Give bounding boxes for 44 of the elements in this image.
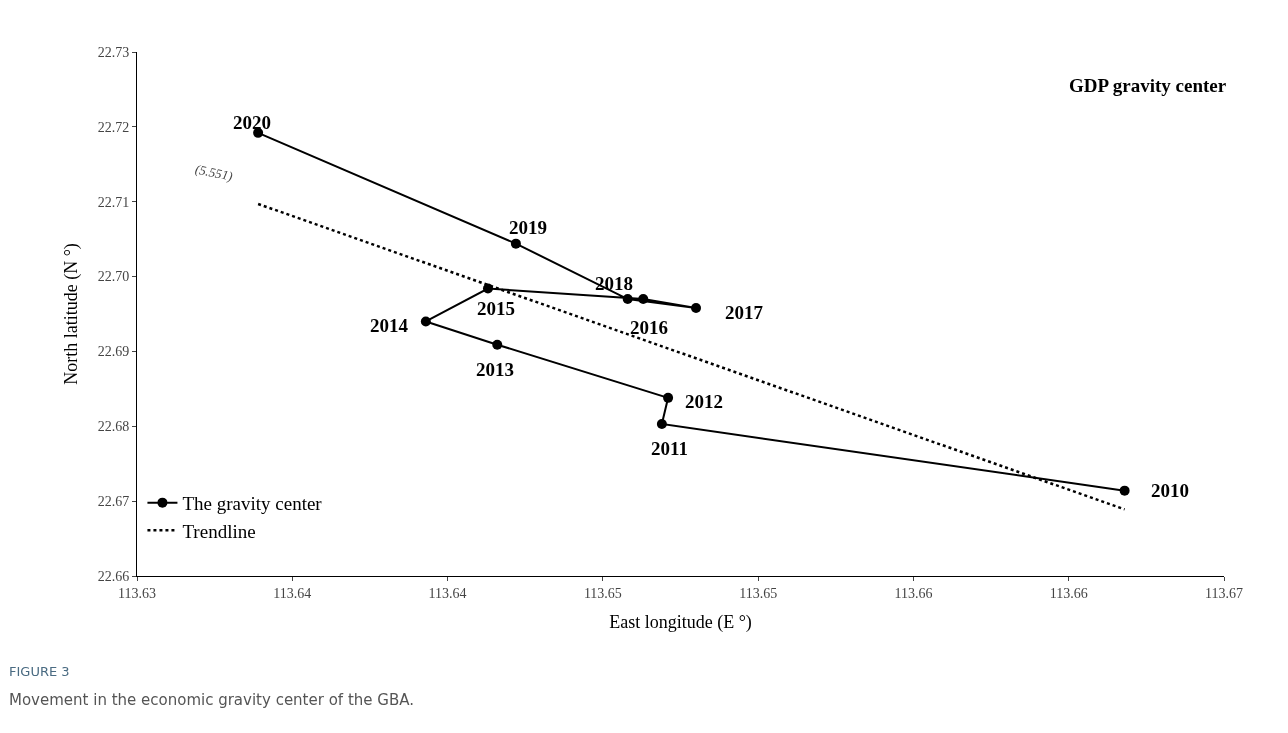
y-tick-label: 22.66 [97,568,130,584]
annotation: 2018 [595,273,633,294]
x-tick-label: 113.66 [1049,585,1088,601]
y-tick-label: 22.67 [97,494,130,510]
annotation: 2015 [477,298,515,319]
point [691,303,702,314]
x-tick-label: 113.65 [583,585,622,601]
annotation: 2013 [476,359,514,380]
point [1119,485,1130,496]
point [622,294,633,305]
y-tick-label: 22.68 [97,419,130,435]
y-tick-label: 22.73 [97,44,130,60]
x-axis-title: East longitude (E °) [609,611,752,633]
x-tick-label: 113.64 [428,585,467,601]
annotation: 2017 [725,302,764,323]
point [656,419,667,430]
point [492,339,503,350]
y-tick-label: 22.70 [97,269,130,285]
point [510,238,521,249]
y-axis-title: North latitude (N °) [60,243,82,385]
x-tick-label: 113.64 [273,585,312,601]
y-tick-label: 22.69 [97,344,130,360]
legend-label: Trendline [182,520,256,542]
annotation: 2016 [630,317,668,338]
point [663,392,674,403]
y-tick-label: 22.72 [97,119,130,135]
caption: FIGURE 3 [9,664,70,679]
annotation: (5.551) [193,161,235,184]
annotation: 2012 [685,391,723,412]
x-tick-label: 113.65 [739,585,778,601]
x-tick-label: 113.66 [894,585,933,601]
point [420,316,431,327]
annotation: 2014 [370,315,409,336]
point [638,294,649,305]
annotation: 2010 [1151,480,1189,501]
annotation: 2020 [233,112,271,133]
y-tick-label: 22.71 [97,194,130,210]
x-tick-label: 113.63 [118,585,156,601]
legend-label: The gravity center [182,493,323,515]
text: GDP gravity center [1069,75,1227,96]
annotation: 2011 [651,438,688,459]
annotation: 2019 [509,217,547,238]
text: Movement in the economic gravity center of the GBA. [9,691,414,709]
x-tick-label: 113.67 [1205,585,1243,601]
